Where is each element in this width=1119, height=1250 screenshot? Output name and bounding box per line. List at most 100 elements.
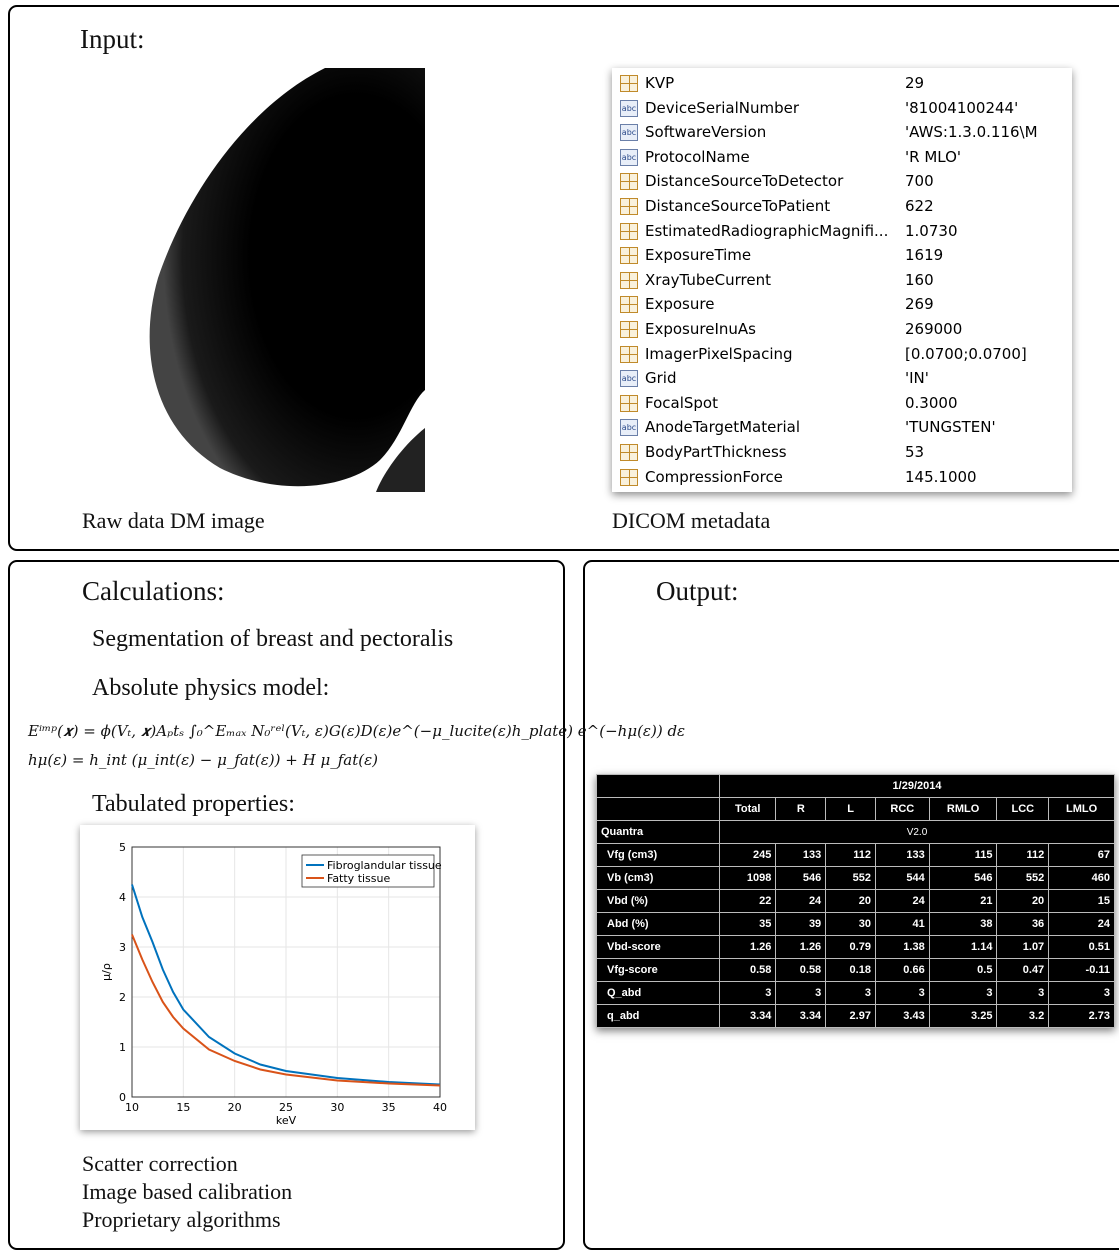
- field-value: 1619: [905, 246, 1072, 264]
- table-cell: 1.07: [997, 936, 1049, 959]
- field-name: ExposureInuAs: [645, 320, 756, 338]
- table-cell: 39: [776, 913, 826, 936]
- table-cell: 3: [997, 982, 1049, 1005]
- field-name: BodyPartThickness: [645, 443, 787, 461]
- table-cell: 112: [997, 844, 1049, 867]
- step-text: Segmentation of breast and pectoralis: [92, 626, 453, 653]
- y-tick-label: 3: [119, 941, 126, 954]
- field-name: FocalSpot: [645, 394, 718, 412]
- type-icon: [620, 173, 638, 190]
- note: Proprietary algorithms: [82, 1207, 281, 1233]
- field-name: DeviceSerialNumber: [645, 99, 799, 117]
- metadata-row: DistanceSourceToPatient622: [612, 195, 1072, 219]
- field-value: 160: [905, 271, 1072, 289]
- field-name: XrayTubeCurrent: [645, 271, 771, 289]
- legend-label: Fibroglandular tissue: [327, 859, 442, 872]
- field-value: 'R MLO': [905, 148, 1072, 166]
- field-name: AnodeTargetMaterial: [645, 418, 800, 436]
- metadata-row: ImagerPixelSpacing[0.0700;0.0700]: [612, 343, 1072, 367]
- column-header: R: [776, 798, 826, 821]
- field-value: 'IN': [905, 369, 1072, 387]
- table-cell: 3: [929, 982, 997, 1005]
- table-cell: 0.47: [997, 959, 1049, 982]
- panel-title: Output:: [656, 576, 739, 607]
- type-icon: [620, 321, 638, 338]
- panel-title: Input:: [80, 24, 145, 55]
- field-name: CompressionForce: [645, 468, 783, 486]
- table-cell: 546: [776, 867, 826, 890]
- table-cell: 1.14: [929, 936, 997, 959]
- field-name: DistanceSourceToPatient: [645, 197, 830, 215]
- metadata-caption: DICOM metadata: [612, 508, 770, 534]
- row-label: Q_abd: [597, 982, 720, 1005]
- field-value: 1.0730: [905, 222, 1072, 240]
- type-icon: [620, 395, 638, 412]
- table-cell: 0.51: [1049, 936, 1115, 959]
- table-cell: 0.58: [720, 959, 776, 982]
- table-cell: 0.5: [929, 959, 997, 982]
- table-cell: 0.79: [826, 936, 876, 959]
- type-icon: [620, 247, 638, 264]
- table-cell: 20: [997, 890, 1049, 913]
- version-cell: V2.0: [720, 821, 1115, 844]
- table-cell: 36: [997, 913, 1049, 936]
- table-cell: 3.25: [929, 1005, 997, 1028]
- field-name: Grid: [645, 369, 676, 387]
- table-cell: 3.34: [776, 1005, 826, 1028]
- x-tick-label: 30: [330, 1101, 344, 1114]
- field-name: ProtocolName: [645, 148, 750, 166]
- table-cell: 115: [929, 844, 997, 867]
- type-icon: abc: [620, 370, 638, 387]
- x-tick-label: 25: [279, 1101, 293, 1114]
- field-value: 700: [905, 172, 1072, 190]
- table-cell: 245: [720, 844, 776, 867]
- table-cell: 21: [929, 890, 997, 913]
- type-icon: [620, 296, 638, 313]
- table-row: Abd (%)35393041383624: [597, 913, 1115, 936]
- y-axis-label: μ/ρ: [100, 963, 113, 981]
- field-value: '81004100244': [905, 99, 1072, 117]
- table-cell: 133: [776, 844, 826, 867]
- step-text: Tabulated properties:: [92, 791, 295, 818]
- table-cell: 3: [776, 982, 826, 1005]
- table-cell: 41: [875, 913, 929, 936]
- table-cell: 67: [1049, 844, 1115, 867]
- table-cell: 30: [826, 913, 876, 936]
- type-icon: abc: [620, 419, 638, 436]
- table-cell: 24: [875, 890, 929, 913]
- table-cell: 20: [826, 890, 876, 913]
- table-cell: [597, 775, 720, 798]
- table-cell: 15: [1049, 890, 1115, 913]
- table-cell: 3.34: [720, 1005, 776, 1028]
- type-icon: [620, 469, 638, 486]
- x-tick-label: 40: [433, 1101, 447, 1114]
- table-cell: 2.73: [1049, 1005, 1115, 1028]
- type-icon: abc: [620, 124, 638, 141]
- note: Image based calibration: [82, 1179, 292, 1205]
- type-icon: abc: [620, 149, 638, 166]
- dm-image: [80, 68, 425, 492]
- field-name: ImagerPixelSpacing: [645, 345, 793, 363]
- table-cell: 544: [875, 867, 929, 890]
- row-label: Vfg (cm3): [597, 844, 720, 867]
- column-header: L: [826, 798, 876, 821]
- x-tick-label: 20: [228, 1101, 242, 1114]
- metadata-row: abc ProtocolName 'R MLO': [612, 146, 1072, 170]
- chart: 01234510152025303540keVμ/ρFibroglandular…: [80, 825, 475, 1130]
- table-cell: 22: [720, 890, 776, 913]
- table-cell: 460: [1049, 867, 1115, 890]
- field-value: 'AWS:1.3.0.116\M: [905, 123, 1072, 141]
- row-label: Vbd-score: [597, 936, 720, 959]
- table-cell: 24: [776, 890, 826, 913]
- field-value: 269000: [905, 320, 1072, 338]
